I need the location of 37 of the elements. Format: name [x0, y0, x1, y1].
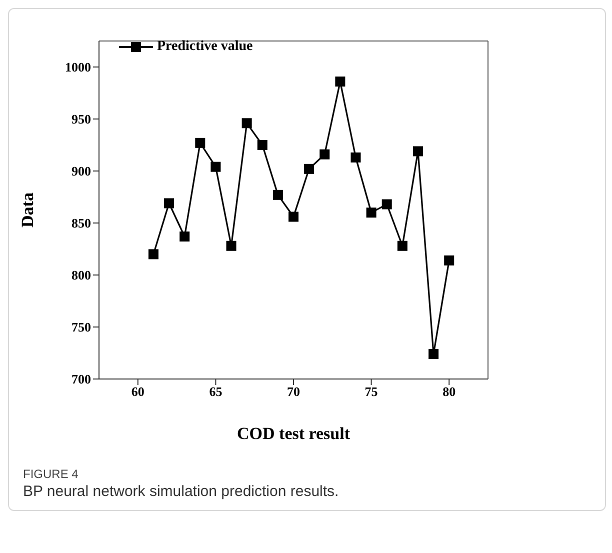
- y-tick-label: 950: [72, 112, 91, 127]
- point: [180, 232, 190, 242]
- y-tick-label: 750: [72, 320, 91, 335]
- point: [366, 208, 376, 218]
- y-tick-label: 700: [72, 372, 91, 387]
- x-axis-title: COD test result: [237, 424, 350, 443]
- x-tick-label: 60: [131, 384, 144, 400]
- point: [397, 240, 408, 251]
- y-axis-title: Data: [18, 192, 38, 228]
- point: [335, 76, 346, 87]
- text: BP neural network simulation prediction results.: [23, 483, 340, 500]
- x-tick-label: 75: [364, 384, 378, 400]
- point: [164, 198, 174, 208]
- x-tick-label: 70: [287, 384, 300, 400]
- point: [242, 118, 252, 128]
- y-tick-label: 850: [72, 216, 91, 231]
- point: [320, 149, 330, 160]
- point: [428, 349, 439, 360]
- x-tick-label: 80: [442, 384, 456, 400]
- point: [304, 164, 314, 174]
- point: [288, 212, 298, 222]
- point: [382, 199, 392, 210]
- x-tick-label: 65: [209, 384, 223, 400]
- point: [148, 249, 158, 260]
- caption: FIGURE 4: [23, 467, 80, 481]
- point: [350, 152, 361, 162]
- point: [412, 146, 423, 156]
- point: [226, 240, 236, 251]
- legend-label: Predictive value: [157, 39, 253, 55]
- point: [257, 140, 268, 150]
- point: [444, 255, 454, 266]
- point: [195, 138, 206, 148]
- y-tick-label: 900: [72, 164, 91, 179]
- point: [210, 162, 221, 172]
- y-tick-label: 1000: [65, 60, 91, 75]
- point: [272, 190, 283, 200]
- y-tick-label: 800: [72, 268, 91, 283]
